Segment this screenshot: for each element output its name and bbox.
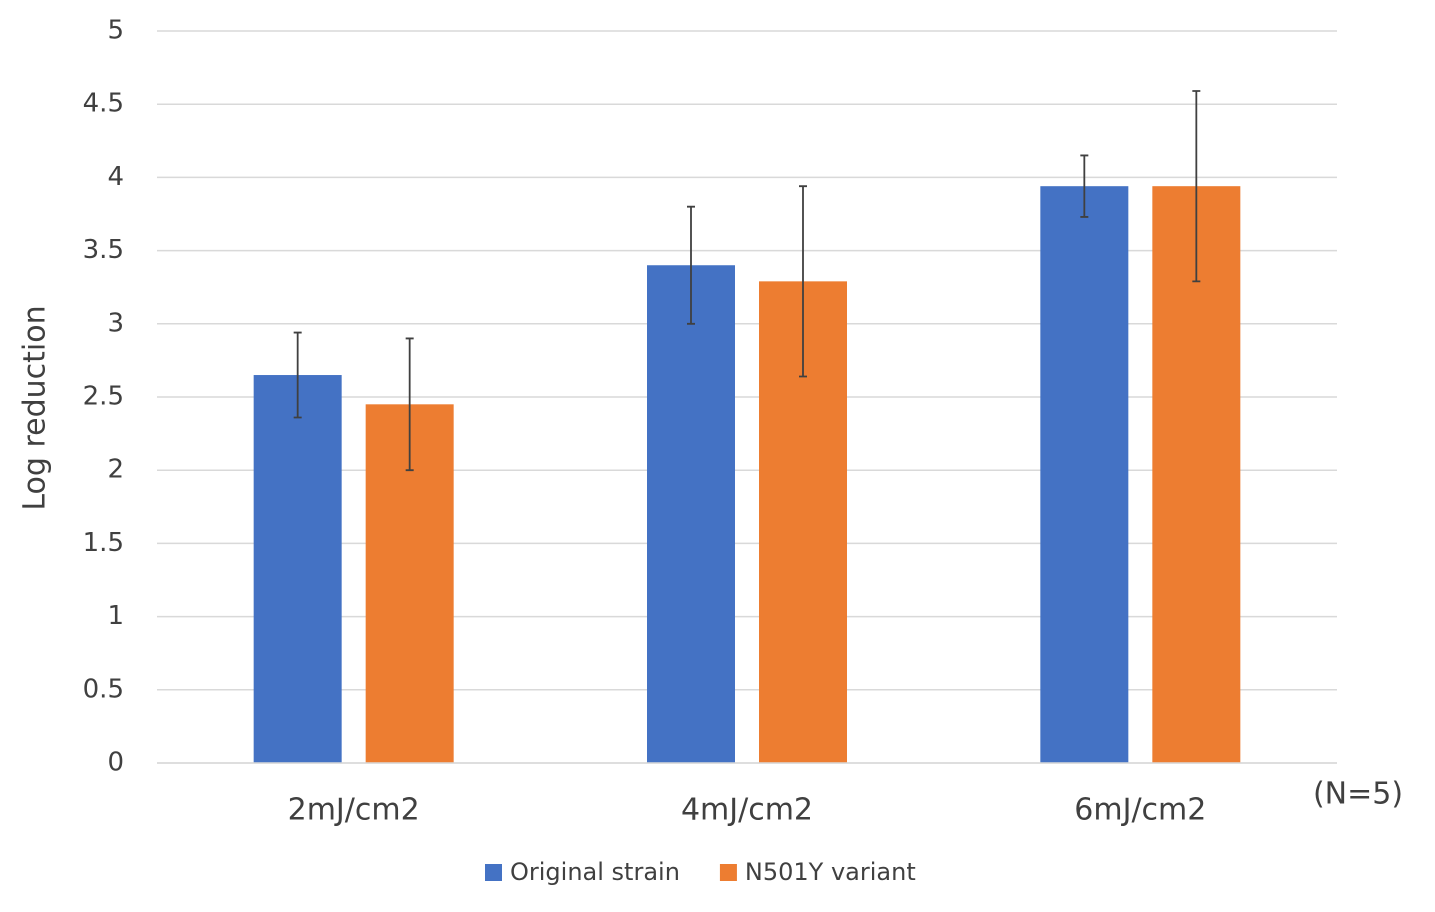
x-tick-label: 4mJ/cm2 xyxy=(681,793,813,828)
error-bar xyxy=(405,337,414,472)
bar xyxy=(647,265,735,763)
y-axis-title: Log reduction xyxy=(18,305,53,510)
x-tick-label: 2mJ/cm2 xyxy=(288,793,420,828)
bar xyxy=(1040,186,1129,763)
bar xyxy=(253,375,342,763)
y-tick-label: 5 xyxy=(107,16,124,46)
annotation: (N=5) xyxy=(1313,777,1403,812)
error-bar xyxy=(799,185,807,378)
y-tick-label: 2.5 xyxy=(83,382,124,412)
legend-label: N501Y variant xyxy=(745,858,916,886)
bar xyxy=(1152,186,1241,763)
legend-swatch xyxy=(719,864,737,881)
y-tick-label: 2 xyxy=(107,455,124,485)
y-tick-label: 3.5 xyxy=(83,235,124,265)
x-tick-label: 6mJ/cm2 xyxy=(1074,793,1206,828)
y-tick-label: 3 xyxy=(107,308,124,338)
y-tick-label: 1.5 xyxy=(83,528,124,558)
y-tick-label: 0 xyxy=(107,748,124,778)
legend-swatch xyxy=(485,864,502,881)
y-tick-label: 0.5 xyxy=(83,674,124,704)
error-bar xyxy=(687,205,695,325)
error-bar xyxy=(1192,90,1201,283)
legend-label: Original strain xyxy=(510,858,680,886)
y-tick-label: 4.5 xyxy=(83,89,124,119)
y-tick-label: 4 xyxy=(107,162,124,192)
error-bar xyxy=(1080,154,1089,218)
y-tick-label: 1 xyxy=(107,601,124,631)
error-bar xyxy=(293,331,302,419)
